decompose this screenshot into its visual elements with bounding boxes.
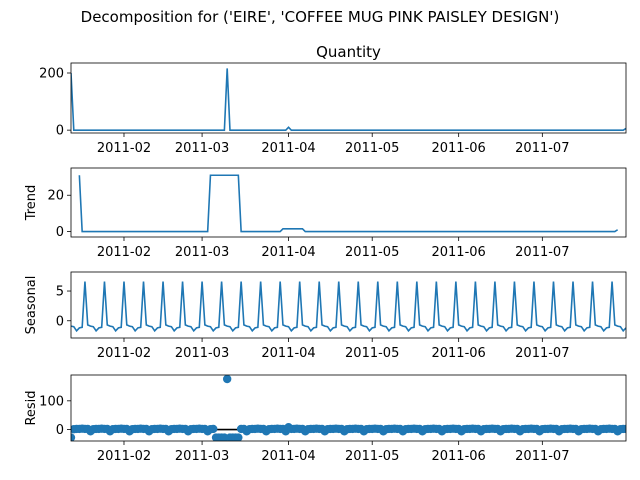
trend-ylabel: Trend bbox=[24, 185, 39, 222]
resid-xtick-label: 2011-04 bbox=[261, 449, 315, 464]
resid-xtick-label: 2011-06 bbox=[431, 449, 485, 464]
resid-axes-frame bbox=[70, 374, 627, 442]
resid-point bbox=[234, 433, 243, 441]
trend-data bbox=[78, 174, 619, 233]
chart-suptitle: Decomposition for ('EIRE', 'COFFEE MUG P… bbox=[81, 8, 560, 26]
trend-line bbox=[78, 174, 619, 233]
resid-xtick-label: 2011-05 bbox=[345, 449, 399, 464]
seasonal-xtick-label: 2011-02 bbox=[97, 346, 151, 361]
seasonal-xtick-label: 2011-07 bbox=[515, 346, 569, 361]
observed-xtick-label: 2011-02 bbox=[97, 141, 151, 156]
seasonal-ylabel: Seasonal bbox=[24, 276, 39, 335]
observed-xtick-label: 2011-06 bbox=[431, 141, 485, 156]
observed-xtick-label: 2011-05 bbox=[345, 141, 399, 156]
observed-axes-frame bbox=[70, 62, 627, 134]
trend-ytick-label: 0 bbox=[56, 225, 64, 240]
seasonal-ytick-label: 5 bbox=[56, 285, 64, 300]
trend-xtick-label: 2011-02 bbox=[97, 245, 151, 260]
observed-ytick-label: 200 bbox=[39, 67, 64, 82]
observed-xtick-label: 2011-04 bbox=[261, 141, 315, 156]
resid-xtick-label: 2011-03 bbox=[175, 449, 229, 464]
panel-resid: 0 100 2011-02 2011-03 2011-04 2011-05 2011-06 2… bbox=[24, 374, 627, 464]
observed-ytick-label: 0 bbox=[56, 124, 64, 139]
panel-observed: 0 200 2011-02 2011-03 2011-04 2011-05 2011-06 2… bbox=[39, 43, 627, 156]
seasonal-ytick-label: 0 bbox=[56, 314, 64, 329]
trend-xtick-label: 2011-07 bbox=[515, 245, 569, 260]
resid-point bbox=[621, 424, 626, 434]
seasonal-line bbox=[71, 281, 626, 333]
resid-point bbox=[209, 424, 218, 434]
observed-title: Quantity bbox=[316, 43, 381, 61]
trend-xtick-label: 2011-04 bbox=[261, 245, 315, 260]
seasonal-xtick-label: 2011-05 bbox=[345, 346, 399, 361]
observed-xtick-label: 2011-03 bbox=[175, 141, 229, 156]
resid-xtick-label: 2011-07 bbox=[515, 449, 569, 464]
observed-xtick-label: 2011-07 bbox=[515, 141, 569, 156]
trend-axes-frame bbox=[70, 167, 627, 238]
resid-ytick-label: 100 bbox=[39, 394, 64, 409]
observed-data bbox=[71, 68, 626, 131]
resid-point bbox=[71, 433, 76, 441]
seasonal-xtick-label: 2011-03 bbox=[175, 346, 229, 361]
seasonal-xtick-label: 2011-06 bbox=[431, 346, 485, 361]
panel-trend: 0 20 2011-02 2011-03 2011-04 2011-05 2011-06 20… bbox=[24, 167, 627, 260]
resid-point bbox=[222, 375, 232, 384]
resid-ytick-label: 0 bbox=[56, 423, 64, 438]
seasonal-xtick-label: 2011-04 bbox=[261, 346, 315, 361]
observed-line bbox=[71, 68, 626, 131]
resid-data bbox=[71, 375, 626, 441]
trend-xtick-label: 2011-05 bbox=[345, 245, 399, 260]
seasonal-data bbox=[71, 281, 626, 333]
seasonal-axes-frame bbox=[70, 271, 627, 339]
trend-ytick-label: 20 bbox=[47, 189, 64, 204]
resid-ylabel: Resid bbox=[24, 390, 39, 425]
trend-xtick-label: 2011-06 bbox=[431, 245, 485, 260]
trend-xtick-label: 2011-03 bbox=[175, 245, 229, 260]
panel-seasonal: 0 5 2011-02 2011-03 2011-04 2011-05 2011-06 201… bbox=[24, 271, 627, 361]
resid-xtick-label: 2011-02 bbox=[97, 449, 151, 464]
